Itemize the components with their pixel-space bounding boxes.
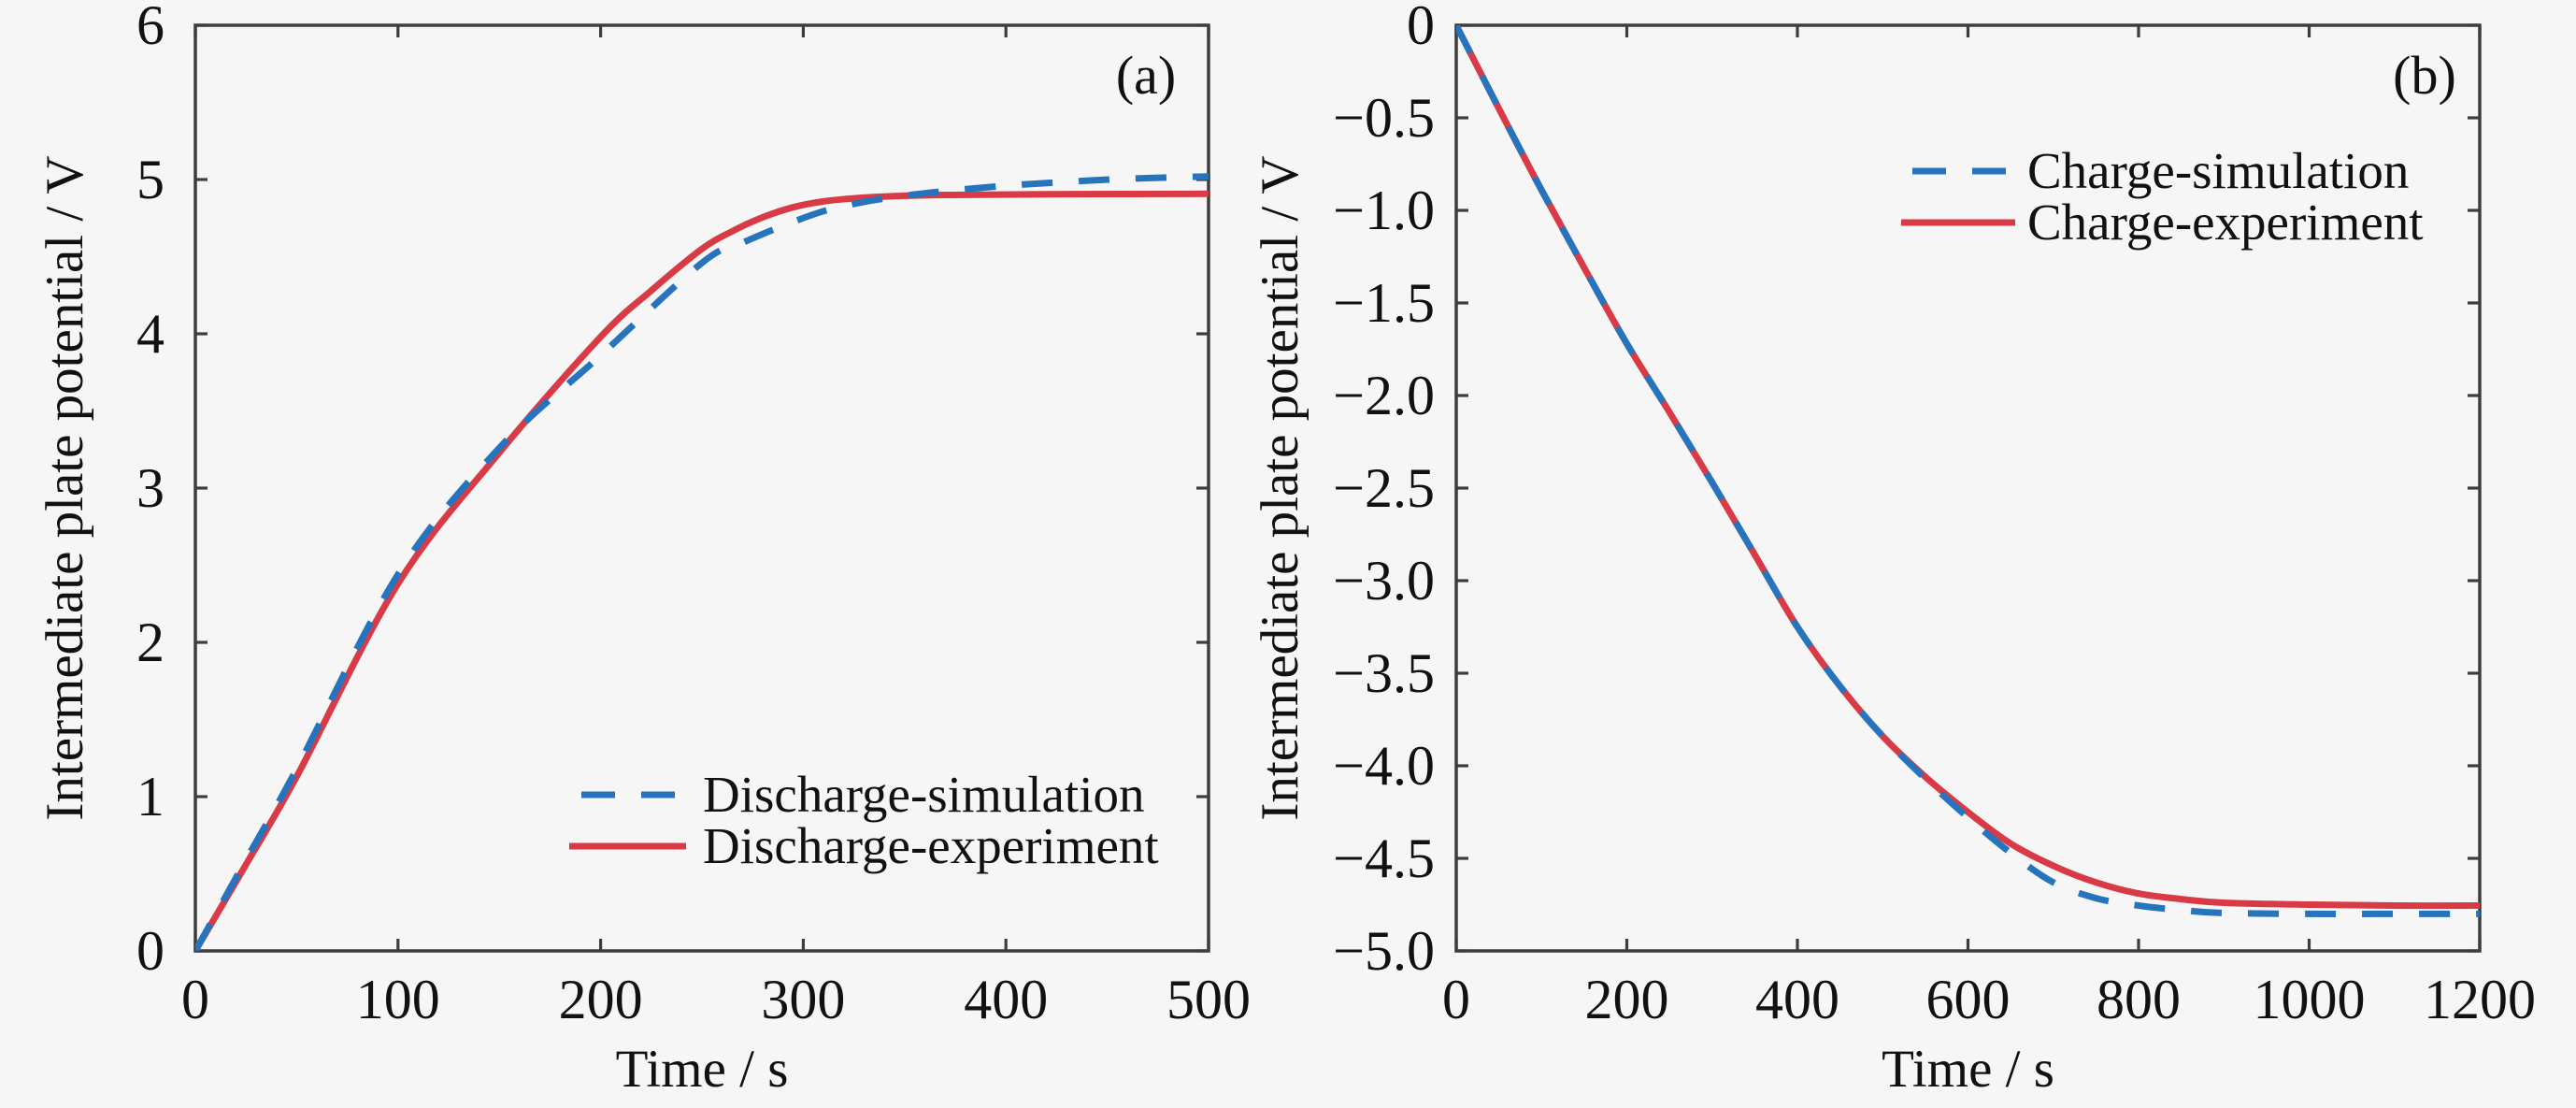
svg-text:0: 0 bbox=[1407, 0, 1435, 56]
svg-text:Charge-simulation: Charge-simulation bbox=[2027, 142, 2409, 199]
svg-text:Time / s: Time / s bbox=[1882, 1040, 2054, 1099]
svg-text:5: 5 bbox=[136, 149, 165, 210]
svg-text:Intermediate plate potential /: Intermediate plate potential / V bbox=[1251, 155, 1309, 820]
svg-text:0: 0 bbox=[136, 920, 165, 982]
svg-text:200: 200 bbox=[1585, 969, 1669, 1030]
svg-text:Discharge-simulation: Discharge-simulation bbox=[703, 766, 1145, 823]
svg-text:−4.5: −4.5 bbox=[1333, 827, 1435, 889]
svg-text:−4.0: −4.0 bbox=[1333, 735, 1435, 797]
svg-text:800: 800 bbox=[2097, 969, 2181, 1030]
svg-text:−3.0: −3.0 bbox=[1333, 550, 1435, 612]
svg-text:−2.0: −2.0 bbox=[1333, 365, 1435, 426]
svg-text:−1.0: −1.0 bbox=[1333, 180, 1435, 241]
svg-text:Discharge-experiment: Discharge-experiment bbox=[703, 817, 1159, 874]
svg-text:100: 100 bbox=[356, 969, 440, 1030]
svg-text:600: 600 bbox=[1926, 969, 2011, 1030]
svg-text:−3.5: −3.5 bbox=[1333, 642, 1435, 704]
svg-text:1200: 1200 bbox=[2424, 969, 2536, 1030]
svg-text:400: 400 bbox=[964, 969, 1048, 1030]
svg-text:3: 3 bbox=[136, 457, 165, 519]
svg-text:400: 400 bbox=[1755, 969, 1839, 1030]
svg-text:0: 0 bbox=[1442, 969, 1470, 1030]
svg-text:300: 300 bbox=[761, 969, 845, 1030]
svg-text:Charge-experiment: Charge-experiment bbox=[2027, 194, 2424, 251]
svg-text:−0.5: −0.5 bbox=[1333, 87, 1435, 149]
svg-text:1000: 1000 bbox=[2254, 969, 2366, 1030]
svg-text:4: 4 bbox=[136, 303, 165, 365]
svg-text:−1.5: −1.5 bbox=[1333, 272, 1435, 334]
svg-text:Time / s: Time / s bbox=[616, 1040, 789, 1099]
svg-text:(b): (b) bbox=[2393, 45, 2456, 106]
svg-text:1: 1 bbox=[136, 766, 165, 827]
svg-text:(a): (a) bbox=[1116, 45, 1176, 106]
svg-text:−5.0: −5.0 bbox=[1333, 920, 1435, 982]
svg-text:0: 0 bbox=[181, 969, 209, 1030]
svg-text:Intermediate plate potential /: Intermediate plate potential / V bbox=[36, 155, 94, 820]
svg-text:500: 500 bbox=[1166, 969, 1251, 1030]
svg-text:2: 2 bbox=[136, 612, 165, 673]
svg-text:200: 200 bbox=[559, 969, 643, 1030]
svg-text:−2.5: −2.5 bbox=[1333, 457, 1435, 519]
svg-text:6: 6 bbox=[136, 0, 165, 56]
